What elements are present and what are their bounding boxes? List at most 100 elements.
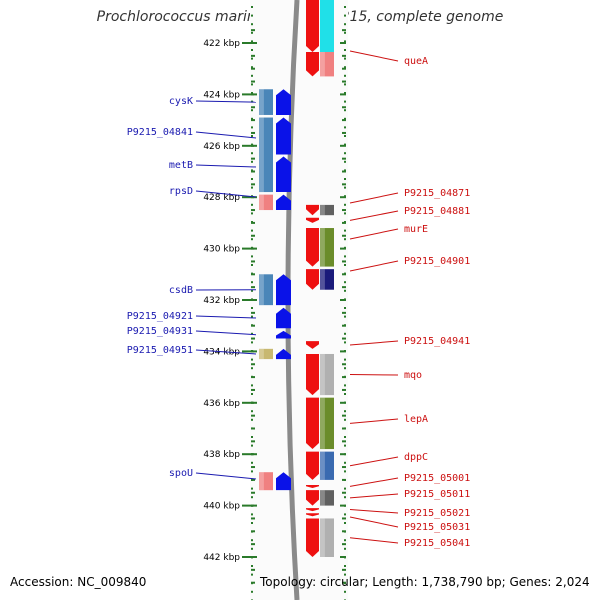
minor-tick xyxy=(251,221,255,224)
dot-tick xyxy=(344,444,346,447)
cog-box-P9215_05011 xyxy=(320,490,334,506)
gene-leader-P9215_04901 xyxy=(349,260,399,272)
minor-tick xyxy=(251,273,255,276)
dot-tick xyxy=(251,307,253,309)
forward-gene-rpsD xyxy=(276,194,291,211)
minor-tick xyxy=(340,401,346,404)
gene-label-P9215_04901: P9215_04901 xyxy=(404,256,470,267)
reverse-gene-P9215_04871 xyxy=(306,204,319,216)
reverse-gene-P9215_05001 xyxy=(306,485,319,489)
cog-box xyxy=(320,451,334,480)
major-tick xyxy=(242,196,254,199)
gene-label-P9215_04871: P9215_04871 xyxy=(404,188,470,199)
minor-tick xyxy=(251,363,255,366)
minor-tick xyxy=(342,54,346,57)
minor-tick xyxy=(342,337,346,340)
gene-label-P9215_05021: P9215_05021 xyxy=(404,508,470,519)
dot-tick xyxy=(251,590,253,593)
dot-tick xyxy=(251,255,253,258)
minor-tick xyxy=(251,517,255,520)
dot-tick xyxy=(344,186,346,189)
dot-tick xyxy=(344,212,346,215)
minor-tick xyxy=(342,376,346,379)
minor-tick xyxy=(342,119,346,122)
cog-box xyxy=(320,269,334,290)
dot-tick xyxy=(251,315,253,318)
minor-tick xyxy=(342,170,346,173)
dot-tick xyxy=(344,83,346,86)
dot-tick xyxy=(251,238,253,241)
dot-tick xyxy=(344,522,346,524)
dot-tick xyxy=(344,14,346,17)
minor-tick xyxy=(342,491,346,494)
gene-label-cysK: cysK xyxy=(169,96,193,107)
dot-tick xyxy=(251,109,253,112)
minor-tick xyxy=(251,568,255,571)
tick-label: 422 kbp xyxy=(203,39,240,49)
dot-tick xyxy=(251,522,253,524)
dot-tick xyxy=(251,341,253,344)
dot-tick xyxy=(344,109,346,112)
dot-tick xyxy=(344,590,346,593)
dot-tick xyxy=(344,143,346,146)
reverse-gene-murE xyxy=(306,228,319,267)
dot-tick xyxy=(251,74,253,77)
cog-box xyxy=(259,348,273,360)
minor-tick xyxy=(340,196,346,199)
cog-box-rpsD xyxy=(259,194,273,211)
minor-tick xyxy=(342,414,346,417)
minor-tick xyxy=(251,337,255,340)
minor-tick xyxy=(342,530,346,533)
gene-label-P9215_05011: P9215_05011 xyxy=(404,489,470,500)
cog-box xyxy=(259,117,273,193)
minor-tick xyxy=(342,478,346,481)
minor-tick xyxy=(342,234,346,237)
gene-label-P9215_04951: P9215_04951 xyxy=(127,345,193,356)
reverse-gene-mqo xyxy=(306,353,319,396)
dot-tick xyxy=(251,169,253,172)
dot-tick xyxy=(251,573,253,576)
gene-leader-rpsD xyxy=(195,190,257,198)
tick-label: 434 kbp xyxy=(203,347,240,357)
dot-tick xyxy=(251,289,253,292)
minor-tick xyxy=(251,543,255,546)
cog-box xyxy=(320,228,334,267)
cog-box-shade xyxy=(259,117,264,193)
minor-tick xyxy=(340,453,346,456)
minor-tick xyxy=(342,466,346,469)
minor-tick xyxy=(251,131,255,134)
dot-tick xyxy=(251,23,253,26)
major-tick xyxy=(242,93,254,96)
dot-tick xyxy=(251,496,253,499)
dot-tick xyxy=(251,393,253,395)
dot-tick xyxy=(344,49,346,51)
cog-box xyxy=(259,89,273,115)
gene-leader-spoU xyxy=(195,472,257,480)
gene-label-spoU: spoU xyxy=(169,468,193,479)
dot-tick xyxy=(344,152,346,155)
minor-tick xyxy=(251,106,255,109)
minor-tick xyxy=(251,119,255,122)
major-tick xyxy=(242,401,254,404)
dot-tick xyxy=(251,83,253,86)
minor-tick xyxy=(342,581,346,584)
minor-tick xyxy=(340,42,346,44)
dot-tick xyxy=(344,410,346,413)
cog-box-P9215_05041 xyxy=(320,518,334,557)
forward-gene-P9215_04841 xyxy=(276,156,291,190)
minor-tick xyxy=(251,478,255,481)
dot-tick xyxy=(251,332,253,335)
gene-leader-metB xyxy=(195,164,257,168)
minor-tick xyxy=(340,247,346,250)
dot-tick xyxy=(344,547,346,550)
minor-tick xyxy=(342,388,346,391)
minor-tick xyxy=(251,80,255,83)
dot-tick xyxy=(344,496,346,499)
gene-leader-P9215_04931 xyxy=(195,330,257,336)
dot-tick xyxy=(251,203,253,206)
dot-tick xyxy=(251,358,253,361)
gene-label-P9215_05041: P9215_05041 xyxy=(404,538,470,549)
dot-tick xyxy=(251,418,253,421)
dot-tick xyxy=(344,393,346,395)
